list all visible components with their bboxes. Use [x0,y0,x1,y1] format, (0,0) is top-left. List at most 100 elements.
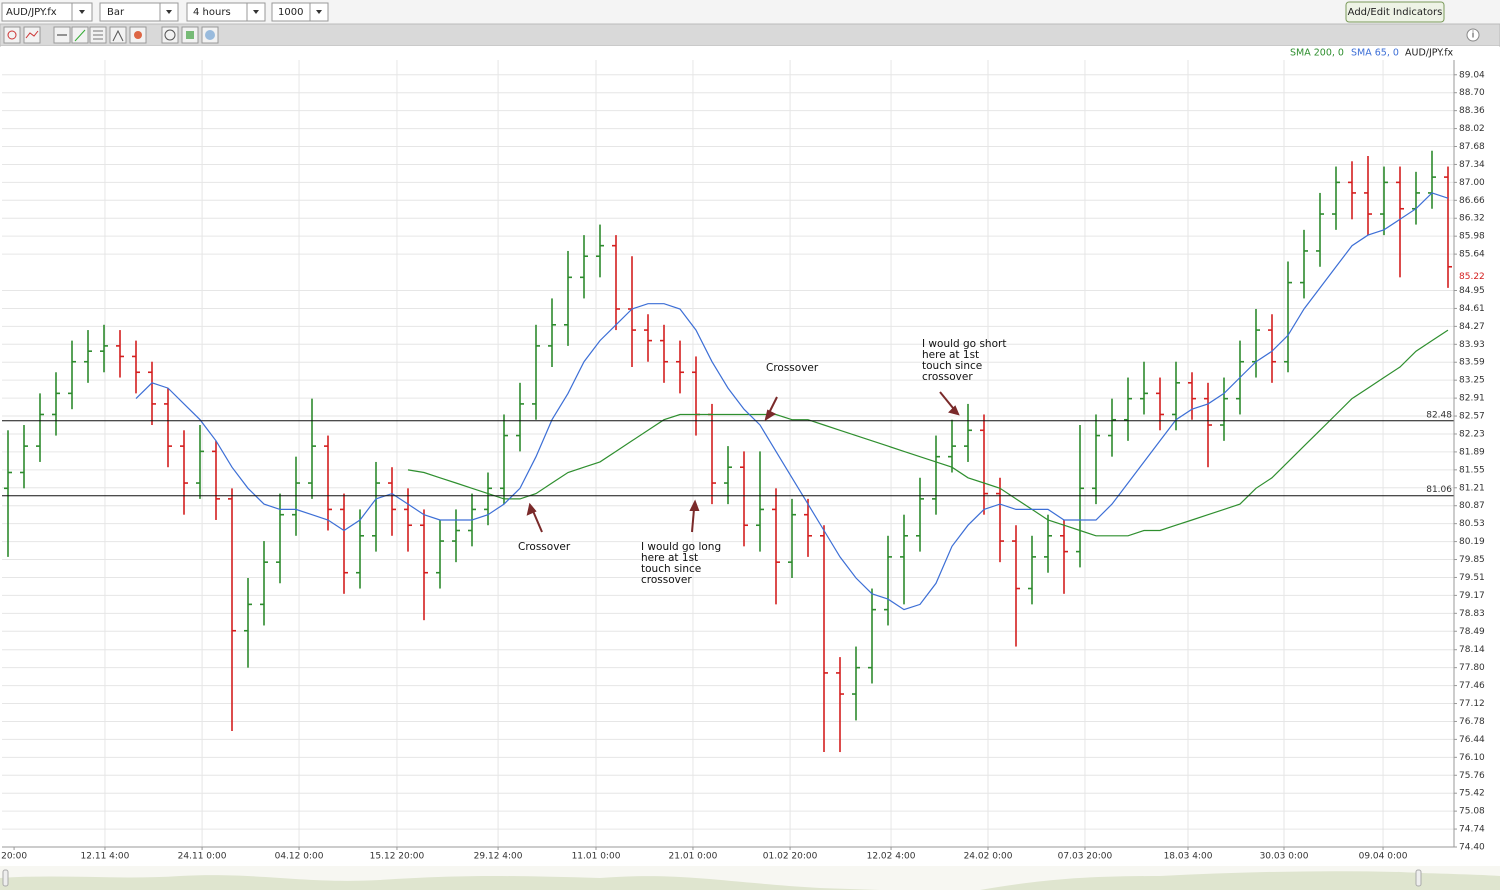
x-tick-label: 30.03 0:00 [1260,852,1309,862]
ohlc-bar [1316,192,1324,267]
ohlc-bar [1172,361,1180,431]
ohlc-bar [1012,525,1020,647]
ohlc-bar [1060,519,1068,594]
x-tick-label: 29.12 4:00 [474,852,523,862]
info-icon[interactable] [1466,28,1480,42]
x-tick-label: 24.02 0:00 [964,852,1013,862]
sma-line [135,192,1449,611]
ohlc-bar [1220,377,1228,441]
y-tick-label: 86.32 [1459,214,1485,224]
ohlc-bar [724,446,732,505]
ohlc-bar [1188,372,1196,420]
symbol-select[interactable] [1,2,93,22]
x-tick-label: 12.02 4:00 [867,852,916,862]
ohlc-bar [1396,166,1404,278]
last-price-label: 85.22 [1459,272,1485,282]
ohlc-bar [820,525,828,753]
ohlc-bar [1076,425,1084,568]
ohlc-bar [980,414,988,515]
annotation-text: Crossover [766,362,819,374]
ohlc-bar [244,577,252,668]
tool-icons: i [3,26,1480,44]
annotation-arrows [526,391,960,533]
tool-icon[interactable] [3,26,21,44]
indicators-button[interactable] [1345,1,1445,23]
ohlc-bar [772,488,780,605]
legend-symbol: AUD/JPY.fx [1405,48,1454,59]
ohlc-bar [1156,377,1164,431]
ohlc-bar [532,324,540,420]
legend-entry: SMA 200, 0 [1290,48,1344,59]
y-tick-label: 78.83 [1459,609,1485,619]
style-select[interactable] [99,2,179,22]
navigator-handle[interactable] [1415,869,1422,887]
x-tick-label: 21.01 0:00 [669,852,718,862]
ohlc-bar [580,235,588,299]
info-glyph: i [1472,31,1475,41]
legend-entry: SMA 65, 0 [1351,48,1399,59]
ohlc-bar [196,425,204,499]
x-tick-label: 18.03 4:00 [1164,852,1213,862]
ohlc-bar [1380,166,1388,236]
ohlc-bar [996,477,1004,563]
ohlc-bar [564,250,572,346]
ohlc-bar [116,330,124,378]
ohlc-bar [964,403,972,462]
ohlc-bar [420,509,428,621]
navigator-handle[interactable] [2,869,9,887]
x-tick-label: 09.04 0:00 [1359,852,1408,862]
y-tick-label: 86.66 [1459,196,1485,206]
y-tick-label: 80.19 [1459,537,1485,547]
y-tick-label: 87.68 [1459,142,1485,152]
ohlc-bar [612,235,620,331]
ohlc-bar [884,535,892,626]
ohlc-bar [916,477,924,552]
x-tick-label: 07.03 20:00 [1058,852,1113,862]
ohlc-bar [1204,382,1212,468]
navigator-area [0,871,1500,890]
x-tick-label: 04.12 0:00 [275,852,324,862]
ohlc-bar [1268,314,1276,383]
ohlc-bar [340,493,348,594]
y-tick-label: 80.53 [1459,519,1485,529]
y-tick-label: 84.27 [1459,322,1485,332]
ohlc-bar [148,361,156,426]
y-tick-label: 83.59 [1459,358,1485,368]
symbol-text: AUD/JPY.fx [6,7,57,18]
x-tick-label: 11.01 0:00 [572,852,621,862]
y-tick-label: 88.36 [1459,106,1485,116]
y-tick-label: 74.74 [1459,825,1485,835]
ohlc-bar [132,340,140,394]
y-tick-label: 78.49 [1459,627,1485,637]
ohlc-bar [36,393,44,462]
y-tick-label: 87.34 [1459,160,1485,170]
ohlc-bar [740,451,748,547]
ohlc-bar [1140,361,1148,415]
interval-select[interactable] [186,2,266,22]
x-tick-label: 24.11 0:00 [178,852,227,862]
ohlc-bar [212,440,220,520]
y-tick-label: 88.02 [1459,124,1485,134]
x-tick-label: 01.02 20:00 [763,852,818,862]
y-tick-label: 77.80 [1459,663,1485,673]
ohlc-bar [260,541,268,626]
tool-icon[interactable] [109,26,127,44]
count-select[interactable] [271,2,329,22]
ohlc-bar [500,414,508,505]
style-text: Bar [107,7,125,18]
y-tick-label: 85.64 [1459,250,1485,260]
ohlc-bar [804,498,812,557]
ohlc-bar [1124,377,1132,441]
y-tick-label: 84.95 [1459,286,1485,296]
tool-icon[interactable] [161,26,179,44]
annotation-text: Crossover [518,541,571,553]
ohlc-bar [180,430,188,515]
ohlc-bar [900,514,908,605]
x-tick-label: 20:00 [1,852,27,862]
ohlc-bar [852,646,860,721]
y-tick-label: 84.61 [1459,304,1485,314]
ohlc-bar [1444,166,1452,288]
tools-bar [0,23,1500,47]
ohlc-bar [276,493,284,584]
